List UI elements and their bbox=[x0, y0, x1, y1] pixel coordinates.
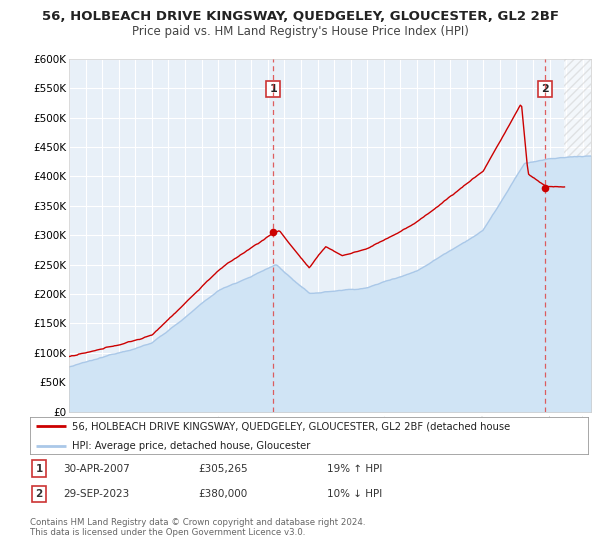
Text: £305,265: £305,265 bbox=[198, 464, 248, 474]
Text: HPI: Average price, detached house, Gloucester: HPI: Average price, detached house, Glou… bbox=[72, 441, 310, 451]
Text: Price paid vs. HM Land Registry's House Price Index (HPI): Price paid vs. HM Land Registry's House … bbox=[131, 25, 469, 38]
Text: 1: 1 bbox=[269, 84, 277, 94]
Text: 56, HOLBEACH DRIVE KINGSWAY, QUEDGELEY, GLOUCESTER, GL2 2BF: 56, HOLBEACH DRIVE KINGSWAY, QUEDGELEY, … bbox=[41, 10, 559, 22]
Text: £380,000: £380,000 bbox=[198, 489, 247, 499]
Text: 2: 2 bbox=[542, 84, 550, 94]
Text: 19% ↑ HPI: 19% ↑ HPI bbox=[327, 464, 382, 474]
Text: Contains HM Land Registry data © Crown copyright and database right 2024.
This d: Contains HM Land Registry data © Crown c… bbox=[30, 518, 365, 538]
Text: 30-APR-2007: 30-APR-2007 bbox=[63, 464, 130, 474]
Text: 56, HOLBEACH DRIVE KINGSWAY, QUEDGELEY, GLOUCESTER, GL2 2BF (detached house: 56, HOLBEACH DRIVE KINGSWAY, QUEDGELEY, … bbox=[72, 421, 510, 431]
Text: 10% ↓ HPI: 10% ↓ HPI bbox=[327, 489, 382, 499]
Text: 2: 2 bbox=[35, 489, 43, 499]
Text: 1: 1 bbox=[35, 464, 43, 474]
Text: 29-SEP-2023: 29-SEP-2023 bbox=[63, 489, 129, 499]
